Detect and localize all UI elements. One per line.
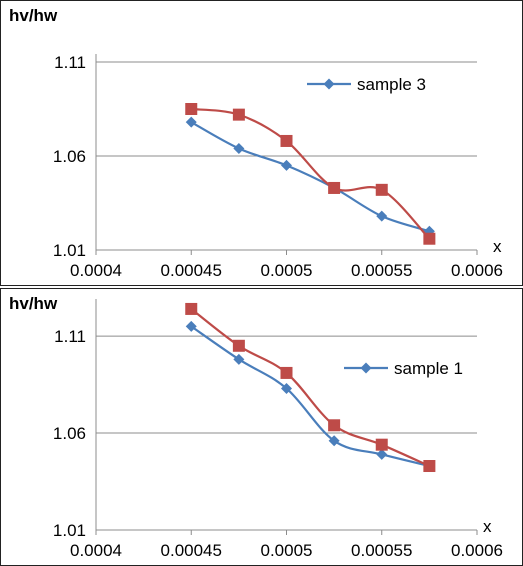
chart1-y-tick-label: 1.11 bbox=[54, 53, 86, 72]
chart-panel-sample-3: hv/hw 1.11 1.06 1.01 0.0004 0.00045 0.0005 0.00… bbox=[0, 0, 523, 286]
chart2-x-tick-label: 0.00055 bbox=[351, 541, 412, 560]
chart1-series-0-point bbox=[185, 116, 197, 128]
chart2-x-tick-label: 0.0005 bbox=[261, 541, 313, 560]
chart1-series-0-line bbox=[190, 121, 430, 233]
chart1-x-tick-label: 0.0006 bbox=[451, 261, 503, 280]
chart-panel-sample-1: hv/hw 1.11 1.06 1.01 0.0004 0.00045 0.0005 0.00… bbox=[0, 288, 523, 566]
chart2-series-0-point bbox=[281, 382, 292, 394]
chart1-series-0-point bbox=[376, 210, 388, 222]
chart2-series-0-line bbox=[190, 325, 430, 468]
chart2-x-tick-label: 0.0004 bbox=[70, 541, 122, 560]
chart2-x-axis-title: x bbox=[483, 517, 492, 536]
chart-sample-1: hv/hw 1.11 1.06 1.010.0004 0.00045 0.0005 0.00… bbox=[9, 294, 503, 560]
chart1-x-axis-title: x bbox=[493, 237, 502, 256]
chart1-x-tick-label: 0.00045 bbox=[161, 261, 222, 280]
chart1-series-1-point bbox=[185, 103, 198, 115]
chart2-series-1-point bbox=[423, 460, 436, 473]
chart1-legend-label: sample 3 bbox=[357, 75, 426, 94]
chart2-y-tick-label: 1.11 bbox=[54, 327, 86, 346]
chart1-series-0-point bbox=[281, 159, 292, 171]
chart2-series-1-line bbox=[190, 308, 430, 468]
chart2-series-1-point bbox=[185, 302, 198, 315]
chart2-y-tick-label: 1.01 bbox=[53, 521, 86, 540]
chart2-series-0-point bbox=[376, 448, 388, 460]
chart2-x-tick-label: 0.00045 bbox=[161, 541, 222, 560]
chart1-y-tick-label: 1.01 bbox=[53, 241, 86, 260]
chart2-series-0-point bbox=[233, 353, 245, 365]
chart1-series-1-point bbox=[423, 232, 436, 245]
chart2-series-1-point bbox=[328, 419, 341, 432]
chart2-legend-label: sample 1 bbox=[394, 359, 463, 378]
chart1-x-tick-label: 0.0005 bbox=[261, 261, 313, 280]
chart1-series-1-point bbox=[328, 181, 341, 194]
chart1-series-0-point bbox=[233, 142, 245, 154]
chart2-series-0-point bbox=[328, 435, 340, 447]
chart1-series-1-point bbox=[280, 134, 293, 147]
chart1-legend-marker bbox=[323, 78, 335, 90]
chart2-y-axis-title: hv/hw bbox=[9, 294, 58, 313]
chart2-series-1-point bbox=[375, 438, 388, 451]
chart1-x-tick-label: 0.0004 bbox=[70, 261, 122, 280]
chart2-legend-marker bbox=[360, 362, 372, 374]
chart1-series-1-point bbox=[375, 183, 388, 196]
chart2-series-0-point bbox=[185, 320, 197, 332]
chart2-series-1-point bbox=[280, 366, 293, 379]
chart-sample-3: hv/hw 1.11 1.06 1.010.0004 0.00045 0.0005 0.00… bbox=[9, 6, 503, 280]
chart1-x-tick-label: 0.00055 bbox=[351, 261, 412, 280]
chart2-series-1-point bbox=[232, 339, 245, 352]
chart1-y-tick-label: 1.06 bbox=[53, 147, 86, 166]
chart2-y-tick-label: 1.06 bbox=[53, 424, 86, 443]
chart1-series-1-line bbox=[191, 107, 431, 240]
chart1-y-axis-title: hv/hw bbox=[9, 6, 58, 25]
chart2-x-tick-label: 0.0006 bbox=[451, 541, 503, 560]
chart1-series-1-point bbox=[232, 108, 245, 121]
